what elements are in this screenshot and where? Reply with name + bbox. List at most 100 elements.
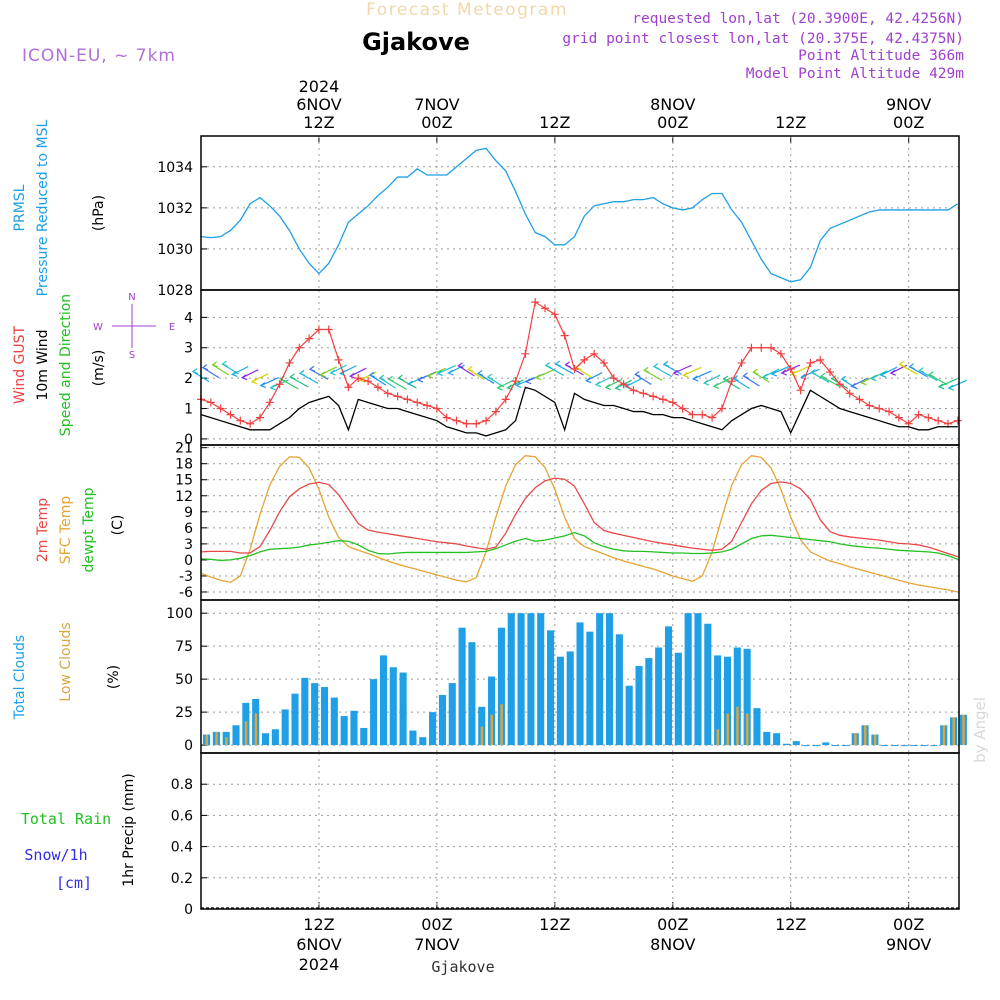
time-label: 00Z — [421, 915, 452, 934]
wind-gust-marker — [265, 398, 274, 407]
wind-arrow-head — [319, 371, 326, 378]
total-cloud-bar — [556, 656, 564, 746]
wind-gust-marker — [914, 410, 923, 419]
temp-2m-line — [200, 477, 959, 558]
low-cloud-bar — [736, 706, 739, 746]
wind-gust-marker — [747, 343, 756, 352]
wind-arrow-head — [584, 377, 592, 384]
low-cloud-bar — [480, 726, 484, 746]
total-cloud-bar — [615, 634, 623, 746]
wind-arrow-head — [947, 384, 955, 391]
total-cloud-bar — [350, 710, 358, 746]
wind-gust-marker — [324, 325, 333, 334]
total-cloud-bar — [438, 694, 446, 746]
total-cloud-bar — [291, 693, 299, 746]
wind-gust-marker — [442, 413, 451, 422]
wind-arrow-head — [879, 371, 887, 378]
total-cloud-bar — [605, 613, 614, 746]
wind-gust-marker — [226, 410, 235, 419]
time-label: 7NOV — [414, 95, 459, 114]
wind-gust-marker — [501, 395, 510, 404]
sfc-temp-line — [200, 454, 958, 593]
time-label: 12Z — [303, 113, 334, 132]
total-cloud-bar — [655, 647, 663, 746]
wind-arrow-head — [457, 362, 464, 369]
app-title: Forecast Meteogram — [366, 0, 568, 20]
total-cloud-bar — [832, 745, 840, 747]
total-cloud-bar — [340, 716, 348, 746]
wind-arrow-head — [407, 380, 414, 387]
total-cloud-bar — [537, 613, 545, 746]
total-cloud-bar — [497, 627, 505, 746]
wind-gust-marker — [875, 404, 884, 413]
time-label: 8NOV — [650, 95, 695, 114]
wind-arrow-head — [554, 360, 561, 367]
wind-arrow-head — [937, 383, 945, 390]
temp-dew-label: dewpt Temp — [81, 487, 97, 572]
model-label: ICON-EU, ~ 7km — [22, 46, 176, 66]
snow-label: Snow/1h — [24, 846, 87, 864]
y-tick-label: 3 — [184, 537, 193, 553]
low-cloud-bar — [746, 713, 749, 746]
wind-gust-marker — [413, 398, 422, 407]
total-cloud-bar — [645, 658, 653, 746]
time-label: 9NOV — [886, 935, 931, 954]
wind-arrow-head — [544, 361, 552, 368]
wind-gust-marker — [491, 407, 500, 416]
y-tick-label: 3 — [184, 341, 193, 357]
total-cloud-bar — [301, 677, 309, 746]
time-label: 7NOV — [414, 935, 459, 954]
wind-arrow-head — [662, 360, 670, 367]
y-tick-label: 25 — [175, 705, 193, 721]
wind-arrow-head — [515, 382, 522, 389]
total-cloud-bar — [753, 708, 761, 746]
total-cloud-bar — [625, 685, 633, 746]
wind-gust-marker — [708, 413, 717, 422]
low-cloud-bar — [942, 725, 946, 746]
wind-gust-marker — [432, 404, 441, 413]
panel-frame — [200, 752, 960, 910]
time-label: 12Z — [539, 113, 570, 132]
rain-label: Total Rain — [21, 810, 111, 828]
pressure-label-name: PRMSL — [12, 184, 28, 231]
wind-gust-marker — [560, 331, 569, 340]
wind-gust-marker — [757, 343, 766, 352]
total-cloud-bar — [596, 613, 604, 746]
low-cloud-bar — [490, 714, 493, 746]
wind-gust-marker — [334, 355, 343, 364]
wind-gust-label: Wind GUST — [12, 325, 28, 404]
wind-gust-marker — [698, 410, 707, 419]
y-tick-label: 0.4 — [171, 840, 193, 856]
requested-coords: requested lon,lat (20.3900E, 42.4256N) — [632, 11, 964, 27]
wind-arrow-head — [819, 372, 827, 379]
wind-arrow-head — [927, 371, 935, 378]
time-label: 12Z — [775, 915, 806, 934]
wind-gust-marker — [816, 355, 825, 364]
y-tick-label: 21 — [175, 441, 193, 457]
wind-arrow-head — [378, 374, 385, 381]
point-altitude: Point Altitude 366m — [798, 48, 964, 64]
total-cloud-bar — [389, 667, 397, 746]
panel-frame — [200, 444, 960, 601]
wind-gust-marker — [835, 380, 844, 389]
y-tick-label: 1034 — [157, 160, 193, 176]
wind-gust-marker — [216, 404, 225, 413]
wind-arrow-head — [250, 378, 258, 385]
wind-arrow-head — [840, 375, 847, 382]
total-cloud-bar — [635, 665, 643, 746]
wind-arrow-head — [486, 373, 494, 380]
location-title: Gjakove — [362, 28, 470, 56]
wind-arrow-head — [397, 374, 404, 381]
total-cloud-bar — [841, 745, 849, 747]
wind-arrow-head — [770, 370, 778, 377]
low-cloud-bar — [244, 721, 248, 746]
wind-gust-marker — [894, 413, 903, 422]
wind-gust-marker — [727, 377, 736, 386]
total-cloud-bar — [311, 683, 319, 746]
wind-gust-marker — [599, 358, 608, 367]
total-cloud-bar — [566, 651, 574, 746]
wind-arrow-head — [416, 376, 424, 383]
wind-direction-arrow — [693, 370, 712, 380]
time-label: 6NOV — [296, 95, 341, 114]
